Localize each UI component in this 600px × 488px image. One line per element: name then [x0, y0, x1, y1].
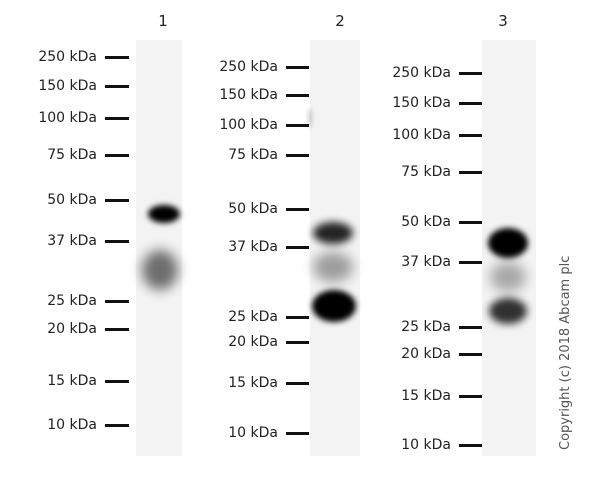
marker-label: 50 kDa [228, 201, 278, 217]
marker-tick [459, 221, 482, 224]
membrane-strip [136, 40, 182, 456]
marker-tick [286, 316, 309, 319]
marker-tick [459, 171, 482, 174]
marker-tick [105, 328, 129, 331]
marker-tick [105, 154, 129, 157]
marker-label: 100 kDa [219, 117, 278, 133]
marker-label: 10 kDa [228, 425, 278, 441]
marker-tick [459, 395, 482, 398]
lane-number: 1 [158, 12, 168, 30]
marker-label: 250 kDa [219, 59, 278, 75]
marker-label: 10 kDa [47, 417, 97, 433]
marker-label: 37 kDa [401, 254, 451, 270]
protein-band [148, 205, 180, 223]
protein-band [308, 108, 312, 128]
marker-tick [105, 240, 129, 243]
marker-label: 15 kDa [228, 375, 278, 391]
marker-tick [286, 124, 309, 127]
marker-label: 10 kDa [401, 437, 451, 453]
marker-tick [105, 424, 129, 427]
marker-tick [105, 85, 129, 88]
marker-tick [459, 134, 482, 137]
marker-label: 25 kDa [47, 293, 97, 309]
marker-label: 100 kDa [392, 127, 451, 143]
marker-label: 150 kDa [219, 87, 278, 103]
marker-tick [286, 94, 309, 97]
marker-tick [286, 208, 309, 211]
marker-label: 100 kDa [38, 110, 97, 126]
lane-number: 2 [335, 12, 345, 30]
marker-label: 15 kDa [47, 373, 97, 389]
protein-band [313, 252, 353, 282]
copyright-text: Copyright (c) 2018 Abcam plc [558, 255, 573, 450]
marker-tick [286, 246, 309, 249]
marker-tick [459, 326, 482, 329]
marker-tick [105, 117, 129, 120]
marker-tick [286, 66, 309, 69]
marker-tick [459, 72, 482, 75]
membrane-strip [310, 40, 360, 456]
protein-band [312, 290, 356, 322]
protein-band [488, 228, 528, 258]
marker-label: 20 kDa [47, 321, 97, 337]
marker-label: 15 kDa [401, 388, 451, 404]
marker-label: 250 kDa [392, 65, 451, 81]
marker-label: 37 kDa [228, 239, 278, 255]
marker-label: 75 kDa [47, 147, 97, 163]
marker-tick [286, 382, 309, 385]
marker-tick [105, 199, 129, 202]
marker-tick [459, 444, 482, 447]
protein-band [142, 250, 178, 290]
marker-tick [459, 102, 482, 105]
marker-tick [286, 154, 309, 157]
protein-band [313, 222, 353, 244]
marker-label: 75 kDa [228, 147, 278, 163]
protein-band [489, 298, 527, 324]
marker-tick [286, 341, 309, 344]
marker-label: 50 kDa [47, 192, 97, 208]
marker-label: 20 kDa [228, 334, 278, 350]
lane-number: 3 [498, 12, 508, 30]
marker-label: 25 kDa [401, 319, 451, 335]
marker-tick [105, 380, 129, 383]
marker-tick [459, 261, 482, 264]
marker-label: 150 kDa [392, 95, 451, 111]
marker-label: 50 kDa [401, 214, 451, 230]
marker-tick [105, 300, 129, 303]
marker-label: 75 kDa [401, 164, 451, 180]
marker-label: 250 kDa [38, 49, 97, 65]
marker-label: 20 kDa [401, 346, 451, 362]
marker-label: 25 kDa [228, 309, 278, 325]
protein-band [490, 262, 526, 292]
marker-tick [459, 353, 482, 356]
marker-label: 150 kDa [38, 78, 97, 94]
marker-tick [286, 432, 309, 435]
marker-tick [105, 56, 129, 59]
marker-label: 37 kDa [47, 233, 97, 249]
